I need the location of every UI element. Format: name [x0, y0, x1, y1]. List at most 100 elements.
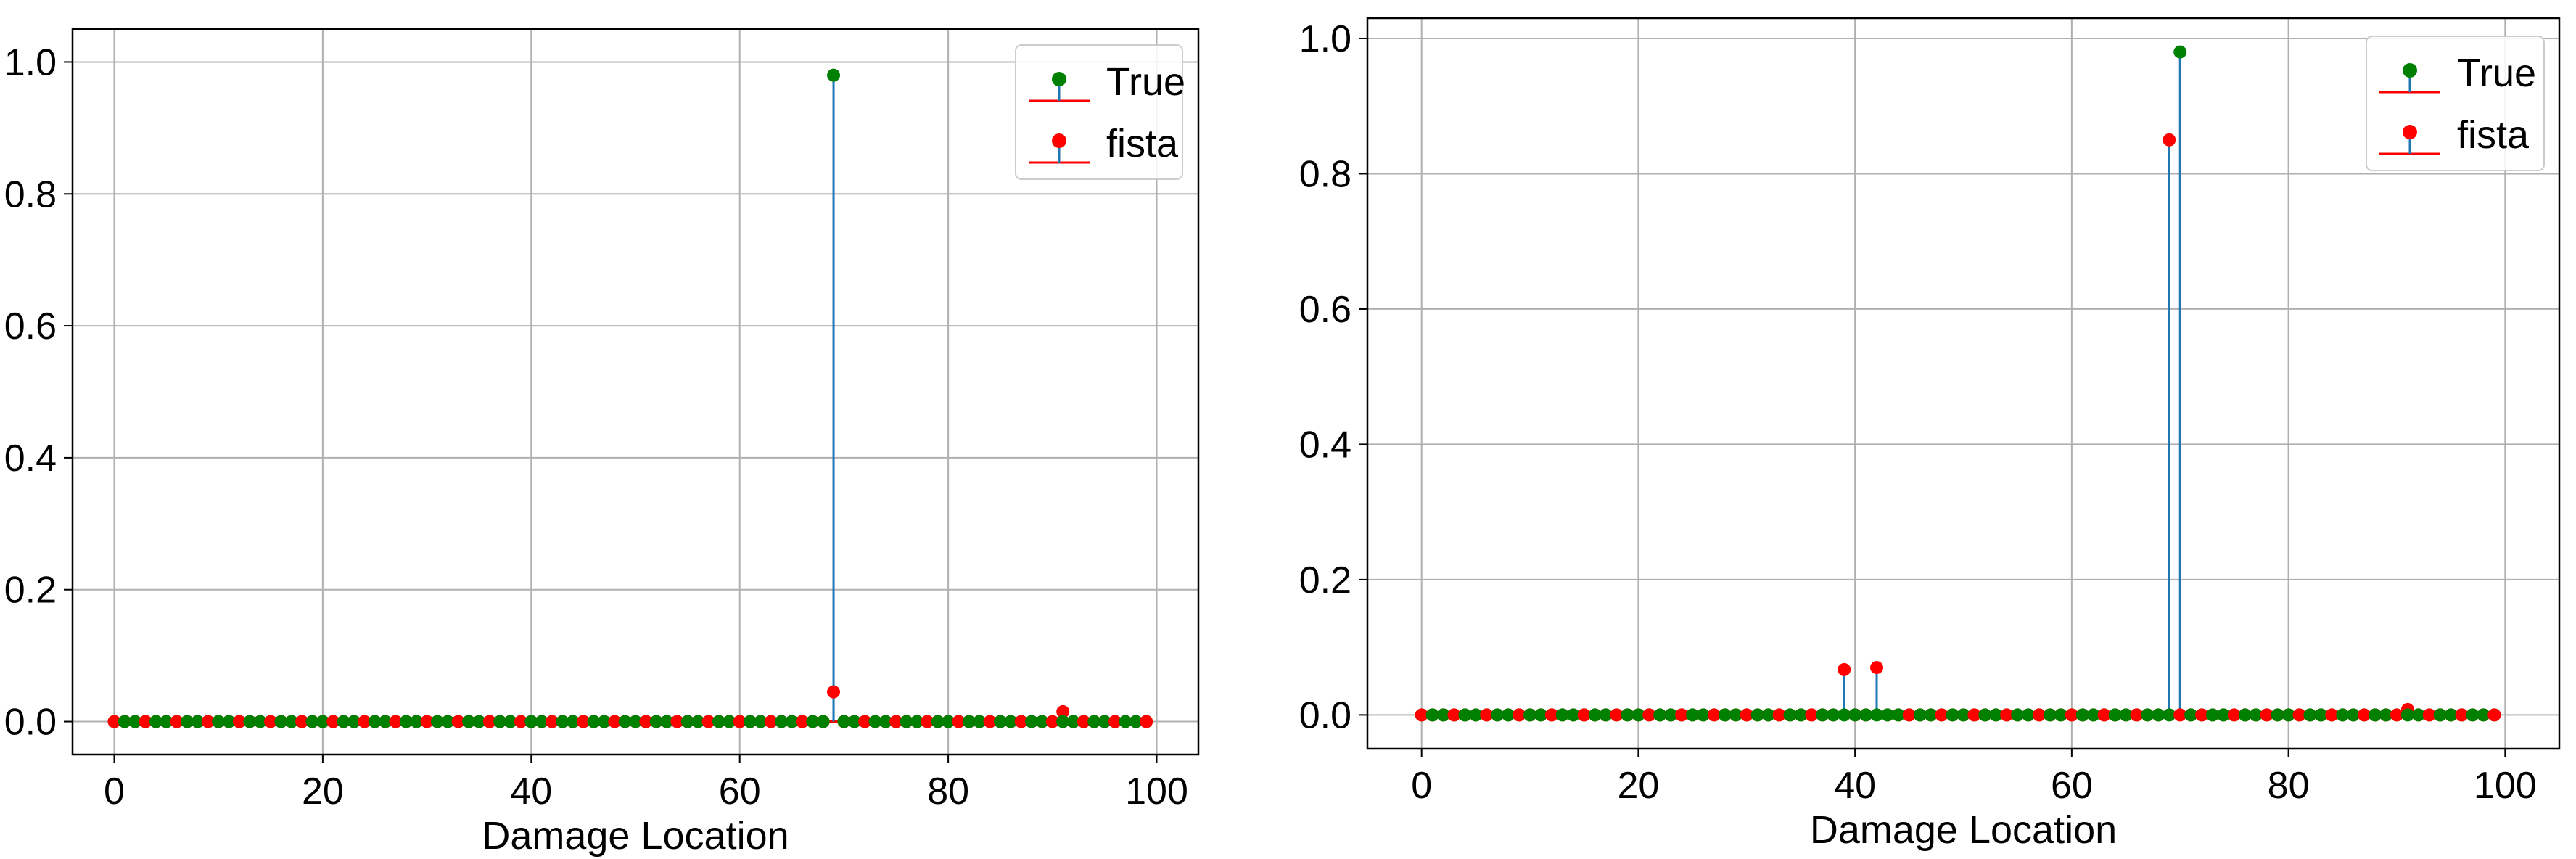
- marker-fista: [921, 715, 934, 728]
- marker-fista: [2390, 708, 2403, 722]
- marker-true: [1425, 708, 1439, 722]
- marker-fista: [514, 715, 527, 728]
- marker-true: [1697, 708, 1711, 722]
- marker-true: [1621, 708, 1634, 722]
- marker-fista: [2292, 708, 2306, 722]
- marker-true: [1056, 715, 1070, 728]
- marker-true: [2075, 708, 2089, 722]
- marker-fista: [1805, 708, 1819, 722]
- marker-true: [2238, 708, 2252, 722]
- marker-true: [430, 715, 444, 728]
- marker-true: [2173, 45, 2187, 59]
- marker-true: [1989, 708, 2003, 722]
- marker-true: [2347, 708, 2361, 722]
- marker-true: [2119, 708, 2133, 722]
- marker-true: [878, 715, 892, 728]
- marker-true: [2400, 708, 2414, 722]
- marker-true: [472, 715, 486, 728]
- marker-true: [2411, 708, 2425, 722]
- marker-true: [2336, 708, 2350, 722]
- marker-true: [2433, 708, 2447, 722]
- y-tick-label: 0.6: [1299, 289, 1351, 331]
- marker-true: [347, 715, 361, 728]
- marker-true: [2369, 708, 2382, 722]
- x-tick-label: 100: [2474, 765, 2537, 807]
- marker-true: [191, 715, 205, 728]
- marker-true: [900, 715, 913, 728]
- marker-fista: [2163, 133, 2176, 147]
- marker-true: [462, 715, 476, 728]
- marker-true: [1880, 708, 1894, 722]
- marker-true: [253, 715, 267, 728]
- marker-fista: [2173, 708, 2187, 722]
- marker-true: [1761, 708, 1775, 722]
- marker-true: [1946, 708, 1959, 722]
- legend-marker-true: [1052, 72, 1066, 86]
- marker-fista: [358, 715, 371, 728]
- marker-true: [274, 715, 288, 728]
- marker-true: [629, 715, 642, 728]
- marker-fista: [1513, 708, 1526, 722]
- marker-true: [368, 715, 382, 728]
- marker-true: [1502, 708, 1515, 722]
- marker-true: [1783, 708, 1797, 722]
- marker-true: [993, 715, 1007, 728]
- y-tick-label: 0.6: [4, 305, 57, 348]
- marker-true: [2271, 708, 2284, 722]
- marker-true: [1566, 708, 1580, 722]
- marker-true: [305, 715, 319, 728]
- marker-fista: [639, 715, 653, 728]
- marker-true: [1491, 708, 1505, 722]
- marker-fista: [2487, 708, 2501, 722]
- marker-true: [399, 715, 413, 728]
- marker-true: [128, 715, 142, 728]
- marker-true: [2184, 708, 2198, 722]
- marker-true: [618, 715, 632, 728]
- marker-fista: [107, 715, 121, 728]
- marker-fista: [451, 715, 465, 728]
- marker-true: [2216, 708, 2230, 722]
- marker-true: [1653, 708, 1667, 722]
- y-tick-label: 0.4: [1299, 424, 1351, 466]
- y-tick-label: 0.2: [1299, 559, 1351, 601]
- marker-true: [493, 715, 507, 728]
- marker-true: [973, 715, 987, 728]
- marker-true: [2477, 708, 2490, 722]
- marker-fista: [1108, 715, 1122, 728]
- marker-true: [712, 715, 725, 728]
- legend: True fista: [2366, 36, 2545, 171]
- marker-true: [1718, 708, 1732, 722]
- marker-fista: [1772, 708, 1786, 722]
- y-tick-label: 0.0: [4, 702, 57, 744]
- x-tick-label: 20: [1617, 765, 1659, 807]
- marker-true: [1436, 708, 1450, 722]
- marker-fista: [546, 715, 559, 728]
- marker-fista: [1544, 708, 1558, 722]
- marker-true: [316, 715, 329, 728]
- marker-fista: [701, 715, 715, 728]
- marker-true: [337, 715, 350, 728]
- marker-fista: [1675, 708, 1689, 722]
- marker-true: [723, 715, 736, 728]
- marker-fista: [2130, 708, 2144, 722]
- marker-fista: [295, 715, 309, 728]
- marker-fista: [2097, 708, 2111, 722]
- marker-fista: [2000, 708, 2014, 722]
- marker-true: [775, 715, 789, 728]
- marker-fista: [889, 715, 903, 728]
- marker-true: [931, 715, 945, 728]
- marker-fista: [1935, 708, 1949, 722]
- marker-fista: [1610, 708, 1624, 722]
- marker-true: [660, 715, 674, 728]
- marker-true: [524, 715, 538, 728]
- marker-fista: [2422, 708, 2436, 722]
- marker-true: [1035, 715, 1049, 728]
- x-axis-label: Damage Location: [482, 814, 789, 858]
- marker-true: [1588, 708, 1602, 722]
- marker-true: [222, 715, 236, 728]
- legend-label-fista: fista: [2457, 113, 2530, 157]
- marker-true: [2054, 708, 2067, 722]
- legend-marker-true: [2403, 63, 2417, 78]
- marker-true: [1848, 708, 1862, 722]
- marker-true: [1794, 708, 1808, 722]
